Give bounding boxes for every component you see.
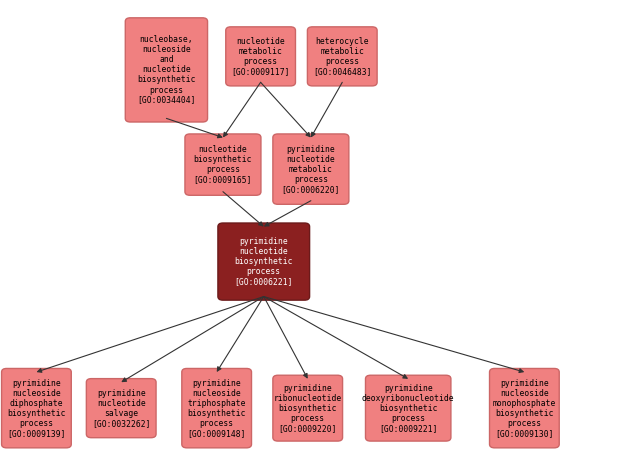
Text: heterocycle
metabolic
process
[GO:0046483]: heterocycle metabolic process [GO:004648… bbox=[313, 37, 372, 76]
Text: pyrimidine
nucleoside
triphosphate
biosynthetic
process
[GO:0009148]: pyrimidine nucleoside triphosphate biosy… bbox=[187, 378, 246, 438]
FancyBboxPatch shape bbox=[2, 368, 72, 448]
Text: pyrimidine
nucleoside
monophosphate
biosynthetic
process
[GO:0009130]: pyrimidine nucleoside monophosphate bios… bbox=[493, 378, 556, 438]
FancyBboxPatch shape bbox=[490, 368, 559, 448]
Text: nucleotide
metabolic
process
[GO:0009117]: nucleotide metabolic process [GO:0009117… bbox=[231, 37, 290, 76]
Text: pyrimidine
ribonucleotide
biosynthetic
process
[GO:0009220]: pyrimidine ribonucleotide biosynthetic p… bbox=[274, 383, 342, 433]
Text: nucleotide
biosynthetic
process
[GO:0009165]: nucleotide biosynthetic process [GO:0009… bbox=[193, 145, 252, 184]
FancyBboxPatch shape bbox=[226, 27, 296, 86]
Text: nucleobase,
nucleoside
and
nucleotide
biosynthetic
process
[GO:0034404]: nucleobase, nucleoside and nucleotide bi… bbox=[137, 35, 196, 105]
Text: pyrimidine
nucleotide
metabolic
process
[GO:0006220]: pyrimidine nucleotide metabolic process … bbox=[281, 144, 340, 194]
FancyBboxPatch shape bbox=[308, 27, 377, 86]
FancyBboxPatch shape bbox=[185, 134, 261, 195]
Text: pyrimidine
nucleoside
diphosphate
biosynthetic
process
[GO:0009139]: pyrimidine nucleoside diphosphate biosyn… bbox=[7, 378, 66, 438]
FancyBboxPatch shape bbox=[126, 18, 207, 122]
FancyBboxPatch shape bbox=[273, 375, 343, 441]
Text: pyrimidine
nucleotide
biosynthetic
process
[GO:0006221]: pyrimidine nucleotide biosynthetic proce… bbox=[234, 237, 293, 286]
FancyBboxPatch shape bbox=[87, 379, 156, 437]
Text: pyrimidine
nucleotide
salvage
[GO:0032262]: pyrimidine nucleotide salvage [GO:003226… bbox=[92, 389, 151, 428]
Text: pyrimidine
deoxyribonucleotide
biosynthetic
process
[GO:0009221]: pyrimidine deoxyribonucleotide biosynthe… bbox=[362, 383, 455, 433]
FancyBboxPatch shape bbox=[365, 375, 451, 441]
FancyBboxPatch shape bbox=[218, 223, 310, 300]
FancyBboxPatch shape bbox=[182, 368, 251, 448]
FancyBboxPatch shape bbox=[273, 134, 349, 204]
